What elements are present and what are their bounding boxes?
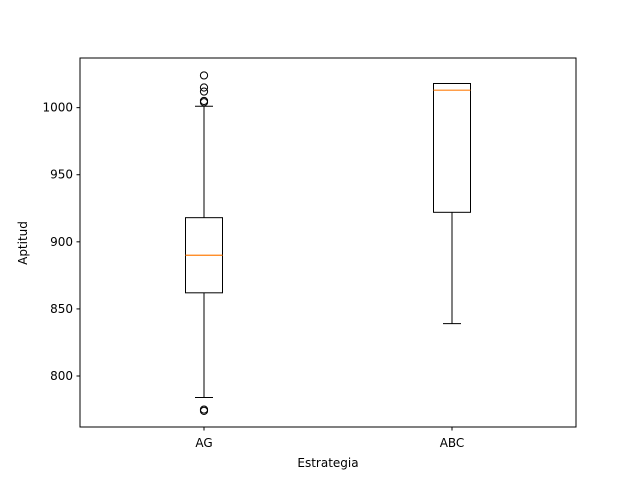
axes-frame (79, 57, 577, 428)
y-tick-label: 900 (50, 235, 73, 249)
x-tick-label: ABC (440, 436, 465, 450)
outlier-point (199, 87, 209, 96)
y-axis-label: Aptitud (16, 221, 30, 265)
outlier-point (199, 83, 209, 92)
box-iqr (433, 82, 471, 213)
y-tick-label: 950 (50, 168, 73, 182)
y-tick-label: 1000 (42, 101, 73, 115)
x-tick-label: AG (195, 436, 212, 450)
outlier-point (199, 405, 209, 414)
outlier-point (199, 71, 209, 80)
y-tick-label: 800 (50, 369, 73, 383)
outlier-point (199, 96, 209, 106)
x-axis-label: Estrategia (297, 456, 358, 470)
y-tick-label: 850 (50, 302, 73, 316)
